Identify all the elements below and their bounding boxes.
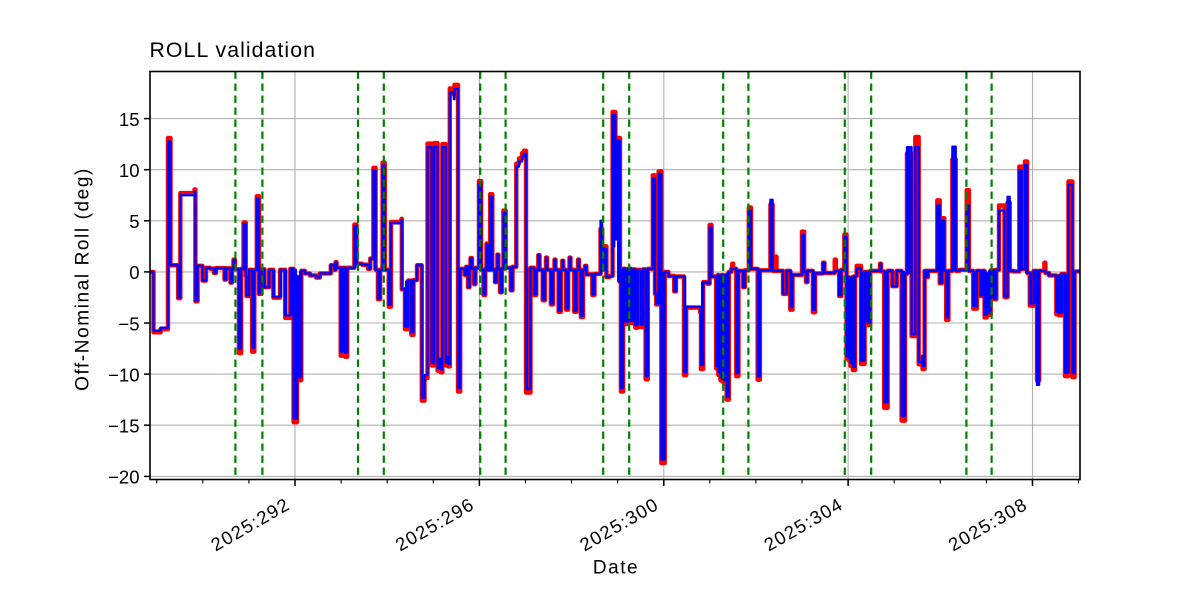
- svg-text:−10: −10: [108, 364, 139, 385]
- svg-text:0: 0: [129, 262, 139, 283]
- svg-text:−20: −20: [108, 467, 139, 488]
- svg-text:−5: −5: [118, 313, 139, 334]
- svg-text:ROLL validation: ROLL validation: [150, 38, 317, 62]
- svg-text:Off-Nominal Roll (deg): Off-Nominal Roll (deg): [73, 167, 94, 391]
- svg-text:5: 5: [129, 211, 139, 232]
- svg-text:Date: Date: [593, 558, 639, 579]
- svg-text:15: 15: [119, 109, 140, 130]
- svg-text:−15: −15: [108, 416, 139, 437]
- svg-text:10: 10: [119, 160, 140, 181]
